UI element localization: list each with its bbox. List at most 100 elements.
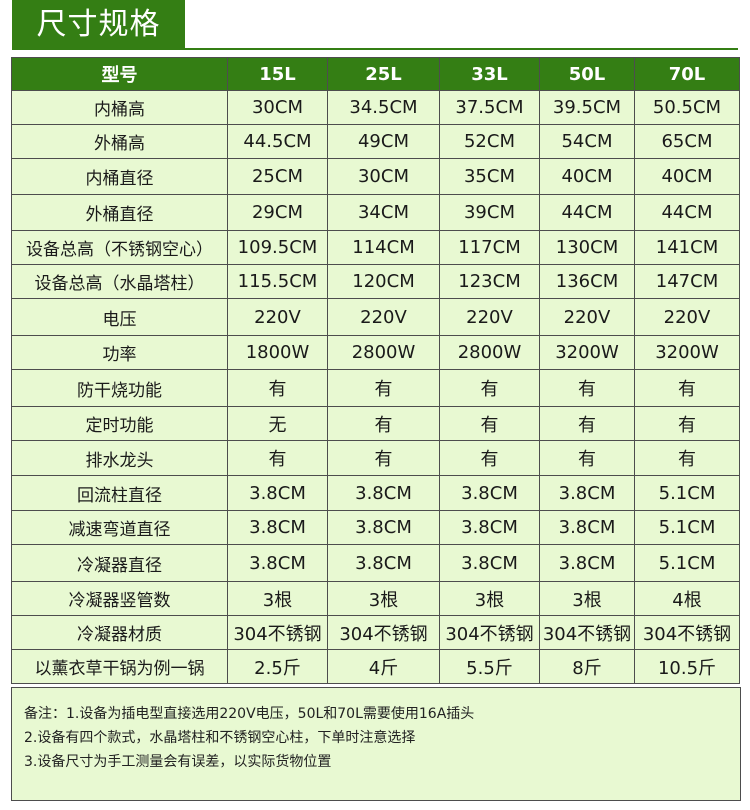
table-cell: 5.5斤 bbox=[439, 649, 540, 684]
table-cell: 39.5CM bbox=[539, 90, 635, 125]
table-body: 内桶高 30CM 34.5CM 37.5CM 39.5CM 50.5CM 外桶高 44.5CM… bbox=[11, 90, 740, 684]
table-cell: 304不锈钢 bbox=[327, 615, 440, 650]
table-cell: 34CM bbox=[327, 194, 440, 231]
table-cell: 3.8CM bbox=[327, 475, 440, 511]
table-row: 减速弯道直径 3.8CM 3.8CM 3.8CM 3.8CM 5.1CM bbox=[11, 510, 740, 545]
row-label: 外桶直径 bbox=[11, 194, 228, 231]
table-cell: 117CM bbox=[439, 230, 540, 265]
table-cell: 39CM bbox=[439, 194, 540, 231]
table-cell: 3.8CM bbox=[227, 510, 328, 545]
table-cell: 35CM bbox=[439, 158, 540, 195]
table-cell: 115.5CM bbox=[227, 264, 328, 299]
table-row: 外桶直径 29CM 34CM 39CM 44CM 44CM bbox=[11, 194, 740, 231]
table-cell: 136CM bbox=[539, 264, 635, 299]
table-row: 回流柱直径 3.8CM 3.8CM 3.8CM 3.8CM 5.1CM bbox=[11, 475, 740, 511]
table-cell: 3200W bbox=[634, 335, 740, 370]
table-cell: 54CM bbox=[539, 124, 635, 159]
table-row: 内桶高 30CM 34.5CM 37.5CM 39.5CM 50.5CM bbox=[11, 90, 740, 125]
table-cell: 有 bbox=[327, 440, 440, 476]
table-cell: 130CM bbox=[539, 230, 635, 265]
header-70l: 70L bbox=[634, 57, 740, 91]
table-cell: 49CM bbox=[327, 124, 440, 159]
table-row: 定时功能无有有有有 bbox=[11, 406, 740, 441]
table-cell: 有 bbox=[439, 406, 540, 441]
table-cell: 109.5CM bbox=[227, 230, 328, 265]
table-cell: 65CM bbox=[634, 124, 740, 159]
table-cell: 有 bbox=[439, 440, 540, 476]
table-cell: 3根 bbox=[327, 581, 440, 616]
table-cell: 30CM bbox=[227, 90, 328, 125]
row-label: 设备总高（不锈钢空心） bbox=[11, 230, 228, 265]
table-row: 外桶高 44.5CM 49CM 52CM 54CM 65CM bbox=[11, 124, 740, 159]
note-line-1: 备注：1.设备为插电型直接选用220V电压，50L和70L需要使用16A插头 bbox=[24, 706, 475, 722]
table-cell: 有 bbox=[634, 440, 740, 476]
row-label: 设备总高（水晶塔柱） bbox=[11, 264, 228, 299]
table-cell: 3.8CM bbox=[327, 544, 440, 582]
table-cell: 3200W bbox=[539, 335, 635, 370]
table-cell: 3.8CM bbox=[439, 510, 540, 545]
table-cell: 4根 bbox=[634, 581, 740, 616]
table-cell: 3.8CM bbox=[227, 475, 328, 511]
table-cell: 3.8CM bbox=[227, 544, 328, 582]
row-label: 防干烧功能 bbox=[11, 369, 228, 407]
row-label: 电压 bbox=[11, 298, 228, 336]
title-underline bbox=[12, 48, 738, 50]
table-row: 以薰衣草干锅为例一锅 2.5斤 4斤 5.5斤 8斤 10.5斤 bbox=[11, 649, 740, 684]
table-cell: 220V bbox=[227, 298, 328, 336]
table-cell: 1800W bbox=[227, 335, 328, 370]
table-cell: 2800W bbox=[327, 335, 440, 370]
table-cell: 123CM bbox=[439, 264, 540, 299]
table-cell: 有 bbox=[634, 369, 740, 407]
table-cell: 有 bbox=[634, 406, 740, 441]
table-row: 冷凝器材质 304不锈钢 304不锈钢 304不锈钢 304不锈钢 304不锈钢 bbox=[11, 615, 740, 650]
table-cell: 有 bbox=[539, 369, 635, 407]
row-label: 外桶高 bbox=[11, 124, 228, 159]
table-cell: 25CM bbox=[227, 158, 328, 195]
table-cell: 44CM bbox=[634, 194, 740, 231]
row-label: 定时功能 bbox=[11, 406, 228, 441]
table-row: 设备总高（不锈钢空心） 109.5CM 114CM 117CM 130CM 141CM bbox=[11, 230, 740, 265]
table-cell: 147CM bbox=[634, 264, 740, 299]
table-row: 排水龙头有有有有有 bbox=[11, 440, 740, 476]
spec-table: 型号 15L 25L 33L 50L 70L 内桶高 30CM 34.5CM 37.5… bbox=[11, 57, 740, 684]
table-cell: 有 bbox=[227, 440, 328, 476]
table-cell: 220V bbox=[539, 298, 635, 336]
table-row: 设备总高（水晶塔柱） 115.5CM 120CM 123CM 136CM 147CM bbox=[11, 264, 740, 299]
table-cell: 220V bbox=[634, 298, 740, 336]
notes-box: 备注：1.设备为插电型直接选用220V电压，50L和70L需要使用16A插头 2… bbox=[11, 687, 741, 801]
table-cell: 5.1CM bbox=[634, 510, 740, 545]
table-cell: 52CM bbox=[439, 124, 540, 159]
table-cell: 3.8CM bbox=[539, 475, 635, 511]
row-label: 功率 bbox=[11, 335, 228, 370]
table-cell: 3.8CM bbox=[327, 510, 440, 545]
table-cell: 120CM bbox=[327, 264, 440, 299]
table-cell: 有 bbox=[227, 369, 328, 407]
table-cell: 3.8CM bbox=[539, 544, 635, 582]
table-cell: 8斤 bbox=[539, 649, 635, 684]
note-line-2: 2.设备有四个款式，水晶塔柱和不锈钢空心柱，下单时注意选择 bbox=[24, 730, 416, 746]
table-cell: 4斤 bbox=[327, 649, 440, 684]
table-cell: 304不锈钢 bbox=[634, 615, 740, 650]
table-cell: 有 bbox=[439, 369, 540, 407]
header-33l: 33L bbox=[439, 57, 540, 91]
table-cell: 2800W bbox=[439, 335, 540, 370]
table-cell: 3.8CM bbox=[539, 510, 635, 545]
table-cell: 30CM bbox=[327, 158, 440, 195]
table-cell: 无 bbox=[227, 406, 328, 441]
table-cell: 2.5斤 bbox=[227, 649, 328, 684]
row-label: 内桶高 bbox=[11, 90, 228, 125]
table-cell: 3根 bbox=[539, 581, 635, 616]
table-cell: 37.5CM bbox=[439, 90, 540, 125]
table-cell: 3根 bbox=[439, 581, 540, 616]
table-row: 冷凝器竖管数 3根 3根 3根 3根 4根 bbox=[11, 581, 740, 616]
table-cell: 44.5CM bbox=[227, 124, 328, 159]
table-cell: 3.8CM bbox=[439, 475, 540, 511]
row-label: 排水龙头 bbox=[11, 440, 228, 476]
table-row: 冷凝器直径 3.8CM 3.8CM 3.8CM 3.8CM 5.1CM bbox=[11, 544, 740, 582]
table-cell: 304不锈钢 bbox=[227, 615, 328, 650]
row-label: 冷凝器竖管数 bbox=[11, 581, 228, 616]
table-cell: 50.5CM bbox=[634, 90, 740, 125]
table-row: 内桶直径 25CM 30CM 35CM 40CM 40CM bbox=[11, 158, 740, 195]
row-label: 冷凝器材质 bbox=[11, 615, 228, 650]
table-row: 防干烧功能有有有有有 bbox=[11, 369, 740, 407]
